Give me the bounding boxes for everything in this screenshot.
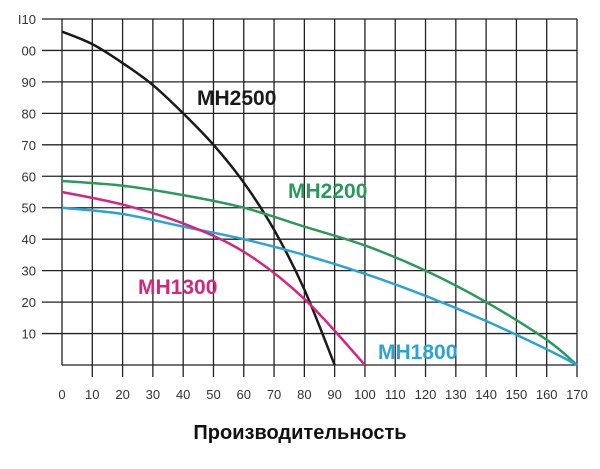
x-tick-label: 10 xyxy=(85,387,99,402)
series-labels: MH2500 MH2200 MH1800 MH1300 xyxy=(138,87,457,364)
x-tick-label: 0 xyxy=(58,387,65,402)
y-tick-label: 60 xyxy=(22,169,36,184)
curve-mh2500 xyxy=(61,30,336,366)
x-tick-label: 70 xyxy=(267,387,281,402)
curve-mh1800 xyxy=(61,206,578,367)
x-tick-label: 80 xyxy=(297,387,311,402)
y-tick-label: 90 xyxy=(22,75,36,90)
y-tick-label: 70 xyxy=(22,138,36,153)
x-tick-label: 100 xyxy=(354,387,376,402)
grid xyxy=(42,18,578,377)
x-tick-label: 40 xyxy=(176,387,190,402)
y-tick-label: 80 xyxy=(22,106,36,121)
curves xyxy=(61,30,578,367)
x-tick-label: 120 xyxy=(415,387,437,402)
label-mh2200: MH2200 xyxy=(288,180,367,203)
y-tick-label: 10 xyxy=(22,327,36,342)
x-tick-label: 90 xyxy=(327,387,341,402)
label-mh1300: MH1300 xyxy=(138,276,217,299)
x-tick-label: 130 xyxy=(445,387,467,402)
label-mh2500: MH2500 xyxy=(197,87,276,110)
x-tick-label: 170 xyxy=(566,387,588,402)
x-tick-label: 50 xyxy=(206,387,220,402)
y-tick-label: 40 xyxy=(22,232,36,247)
x-axis-ticks: 0 10 20 30 40 50 60 70 80 90 100 110 120 130 140 150 160… xyxy=(58,387,587,402)
x-tick-label: 140 xyxy=(475,387,497,402)
y-tick-label: 50 xyxy=(22,201,36,216)
y-axis-ticks: 10 20 30 40 50 60 70 80 90 00 I10 xyxy=(18,12,36,342)
label-mh1800: MH1800 xyxy=(378,341,457,364)
x-tick-label: 160 xyxy=(536,387,558,402)
curve-mh1300 xyxy=(61,190,366,366)
x-axis-title: Производительность xyxy=(193,422,407,444)
y-tick-label: I10 xyxy=(18,12,36,27)
y-tick-label: 20 xyxy=(22,295,36,310)
y-tick-label: 30 xyxy=(22,264,36,279)
x-tick-label: 30 xyxy=(146,387,160,402)
y-tick-label: 00 xyxy=(22,43,36,58)
x-tick-label: 20 xyxy=(115,387,129,402)
x-tick-label: 60 xyxy=(237,387,251,402)
x-tick-label: 150 xyxy=(506,387,528,402)
x-tick-label: 110 xyxy=(385,387,406,402)
curve-mh2200 xyxy=(61,179,578,366)
